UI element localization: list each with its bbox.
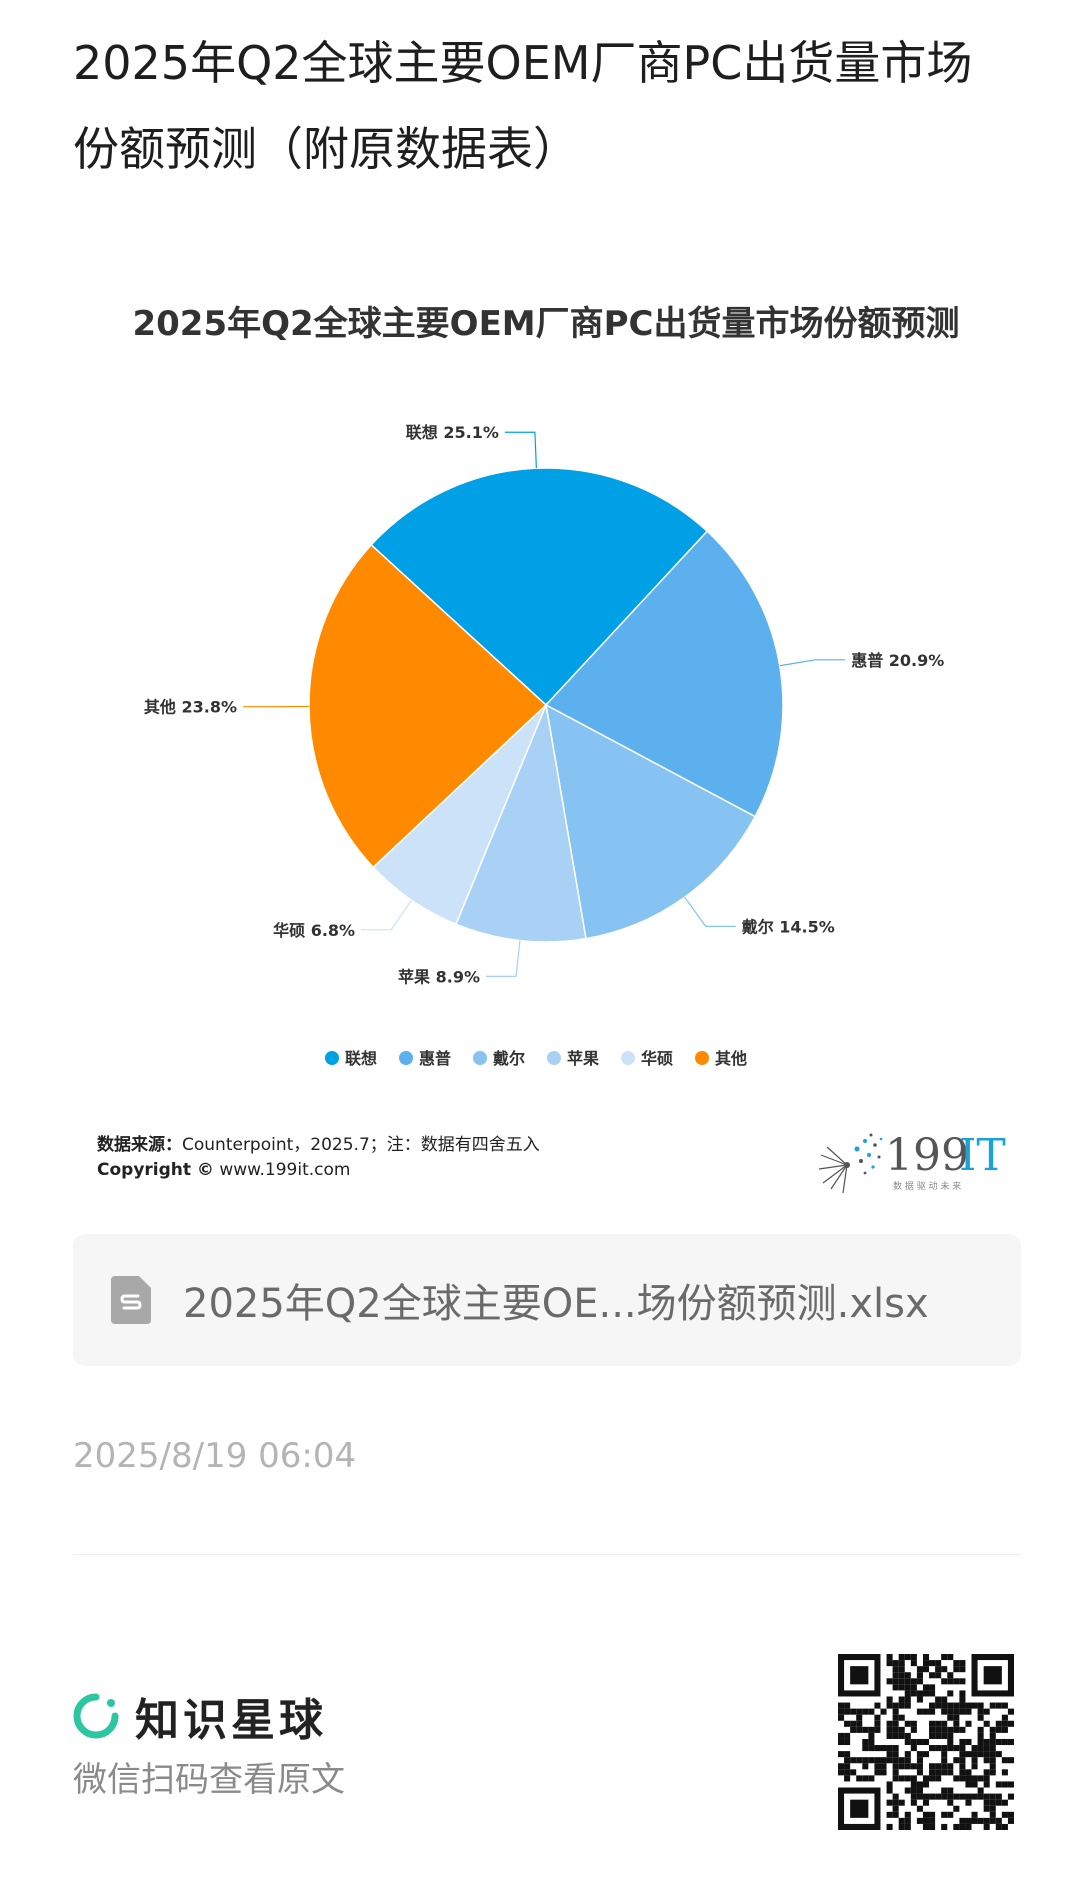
divider: [73, 1554, 1021, 1555]
legend-marker-4: [621, 1051, 635, 1065]
copyright-label: Copyright ©: [97, 1160, 214, 1180]
slice-label-0: 联想 25.1%: [406, 423, 499, 442]
dandelion-icon: [818, 1133, 883, 1194]
source-label: 数据来源：: [97, 1135, 182, 1155]
logo-it: IT: [959, 1130, 1006, 1181]
legend-marker-3: [547, 1051, 561, 1065]
file-name: 2025年Q2全球主要OE...场份额预测.xlsx: [183, 1281, 929, 1327]
slice-label-1: 惠普 20.9%: [851, 651, 944, 670]
pie-slice-5: [308, 543, 548, 869]
leader-line-3: [485, 940, 521, 977]
copyright-line: Copyright © www.199it.com: [97, 1160, 350, 1180]
slice-label-4: 华硕 6.8%: [273, 921, 355, 940]
leader-line-0: [504, 431, 537, 469]
legend-label-4: 华硕: [641, 1049, 673, 1068]
spreadsheet-file-icon: [111, 1276, 151, 1324]
source-text: Counterpoint，2025.7；注：数据有四舍五入: [182, 1135, 540, 1155]
file-attachment-card[interactable]: 2025年Q2全球主要OE...场份额预测.xlsx: [73, 1234, 1021, 1366]
source-line: 数据来源：Counterpoint，2025.7；注：数据有四舍五入: [97, 1130, 540, 1155]
pie-chart: 2025年Q2全球主要OEM厂商PC出货量市场份额预测 联想 25.1% 惠普 2…: [132, 304, 959, 1068]
logo-tagline: 数 据 驱 动 未 来: [893, 1180, 961, 1192]
brand-name: 知识星球: [135, 1695, 327, 1746]
legend-marker-1: [399, 1051, 413, 1065]
chart-title: 2025年Q2全球主要OEM厂商PC出货量市场份额预测: [132, 304, 959, 344]
legend-marker-2: [473, 1051, 487, 1065]
qr-code-icon[interactable]: [838, 1654, 1014, 1830]
logo-number: 199: [885, 1130, 969, 1181]
zsxq-logo-icon: [73, 1693, 119, 1739]
slice-label-3: 苹果 8.9%: [398, 967, 480, 986]
zsxq-brand: 知识星球: [73, 1684, 327, 1748]
scan-hint: 微信扫码查看原文: [73, 1760, 345, 1800]
pie-slice-3: [454, 702, 587, 943]
legend-label-2: 戴尔: [493, 1049, 525, 1068]
publish-timestamp: 2025/8/19 06:04: [73, 1436, 357, 1476]
leader-line-2: [684, 896, 736, 927]
legend-label-3: 苹果: [567, 1049, 599, 1068]
leader-line-1: [779, 659, 846, 667]
legend-label-1: 惠普: [419, 1049, 451, 1068]
chart-card: 2025年Q2全球主要OEM厂商PC出货量市场份额预测 联想 25.1% 惠普 2…: [73, 280, 1019, 1200]
legend-marker-5: [695, 1051, 709, 1065]
copyright-site: www.199it.com: [219, 1160, 351, 1180]
legend-marker-0: [325, 1051, 339, 1065]
pie-slice-1: [544, 530, 784, 818]
leader-line-4: [361, 899, 413, 931]
page-title: 2025年Q2全球主要OEM厂商PC出货量市场份额预测（附原数据表）: [73, 36, 973, 176]
199it-logo: 199 IT 数 据 驱 动 未 来: [818, 1130, 1006, 1194]
pie-slice-2: [545, 703, 757, 940]
slice-label-2: 戴尔 14.5%: [742, 917, 835, 936]
legend-label-0: 联想: [345, 1049, 377, 1068]
legend-label-5: 其他: [715, 1049, 747, 1068]
slice-label-5: 其他 23.8%: [144, 698, 237, 717]
